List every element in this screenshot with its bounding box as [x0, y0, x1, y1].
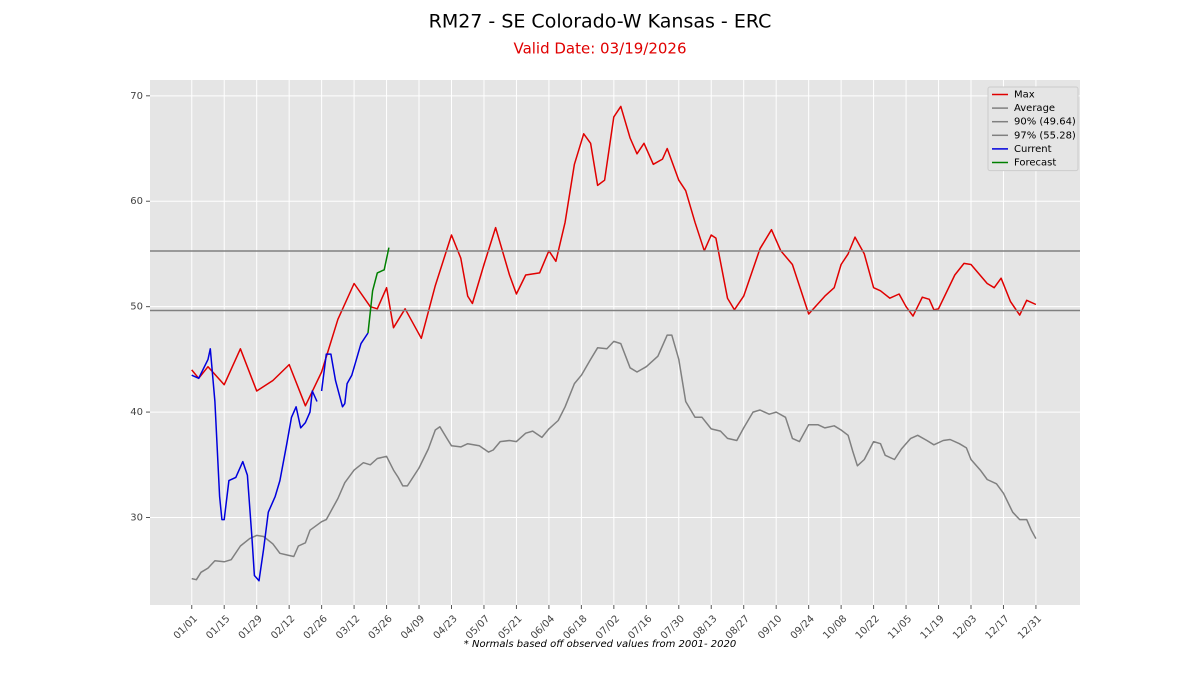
- x-tick-label: 12/17: [984, 613, 1012, 641]
- x-tick-label: 11/05: [886, 613, 914, 641]
- x-tick-label: 06/18: [561, 613, 589, 641]
- chart-subtitle: Valid Date: 03/19/2026: [513, 40, 686, 58]
- x-tick-label: 04/23: [432, 613, 460, 641]
- y-tick-label: 70: [130, 91, 143, 102]
- x-tick-label: 01/01: [172, 613, 200, 641]
- x-tick-label: 10/08: [821, 613, 849, 641]
- x-tick-label: 07/02: [594, 613, 622, 641]
- series-line: [191, 334, 1037, 581]
- legend-box: [987, 86, 1079, 172]
- legend-label: 90% (49.64): [1014, 117, 1076, 128]
- x-tick-label: 11/19: [919, 613, 947, 641]
- y-tick-label: 40: [130, 407, 143, 418]
- y-tick-label: 60: [130, 196, 143, 207]
- x-tick-label: 08/27: [724, 613, 752, 641]
- x-tick-label: 06/04: [529, 613, 557, 641]
- legend-label: Max: [1014, 90, 1035, 101]
- x-tick-label: 03/26: [367, 613, 395, 641]
- x-tick-label: 07/16: [626, 613, 654, 641]
- legend-label: Forecast: [1014, 158, 1056, 169]
- legend-label: Current: [1014, 144, 1052, 155]
- x-tick-label: 03/12: [334, 613, 362, 641]
- x-tick-label: 09/24: [789, 613, 817, 641]
- y-tick-label: 50: [130, 302, 143, 313]
- x-tick-label: 09/10: [756, 613, 784, 641]
- x-tick-label: 04/09: [399, 613, 427, 641]
- x-tick-label: 05/07: [464, 613, 492, 641]
- x-tick-label: 05/21: [497, 613, 525, 641]
- x-tick-label: 12/31: [1016, 613, 1044, 641]
- series-line: [367, 247, 390, 334]
- x-tick-label: 08/13: [691, 613, 719, 641]
- x-tick-label: 10/22: [854, 613, 882, 641]
- footnote: * Normals based off observed values from…: [464, 639, 736, 650]
- legend-label: Average: [1014, 103, 1055, 114]
- series-line: [191, 105, 1037, 407]
- x-tick-label: 07/30: [659, 613, 687, 641]
- legend-label: 97% (55.28): [1014, 130, 1076, 141]
- x-tick-label: 02/26: [302, 613, 330, 641]
- series-line: [191, 332, 369, 582]
- x-tick-label: 01/15: [204, 613, 232, 641]
- x-tick-label: 02/12: [269, 613, 297, 641]
- x-tick-label: 12/03: [951, 613, 979, 641]
- x-tick-label: 01/29: [237, 613, 265, 641]
- y-tick-label: 30: [130, 513, 143, 524]
- chart-title: RM27 - SE Colorado-W Kansas - ERC: [429, 11, 772, 33]
